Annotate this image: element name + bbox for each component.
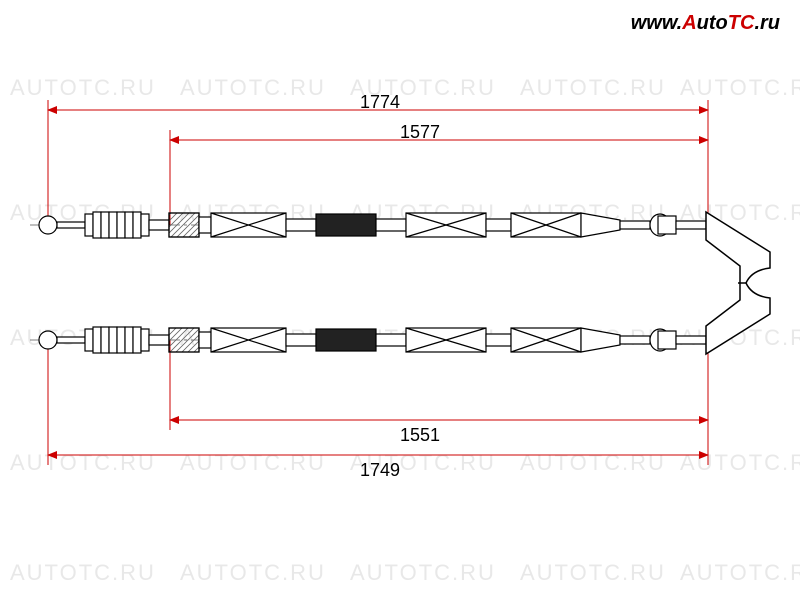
technical-drawing [0, 0, 800, 600]
bellows-top [85, 212, 149, 238]
cable-bottom [30, 327, 720, 353]
equalizer-bracket [706, 212, 770, 354]
dimension-lines [48, 100, 708, 465]
bellows-bottom [85, 327, 149, 353]
cable-top [30, 212, 720, 238]
